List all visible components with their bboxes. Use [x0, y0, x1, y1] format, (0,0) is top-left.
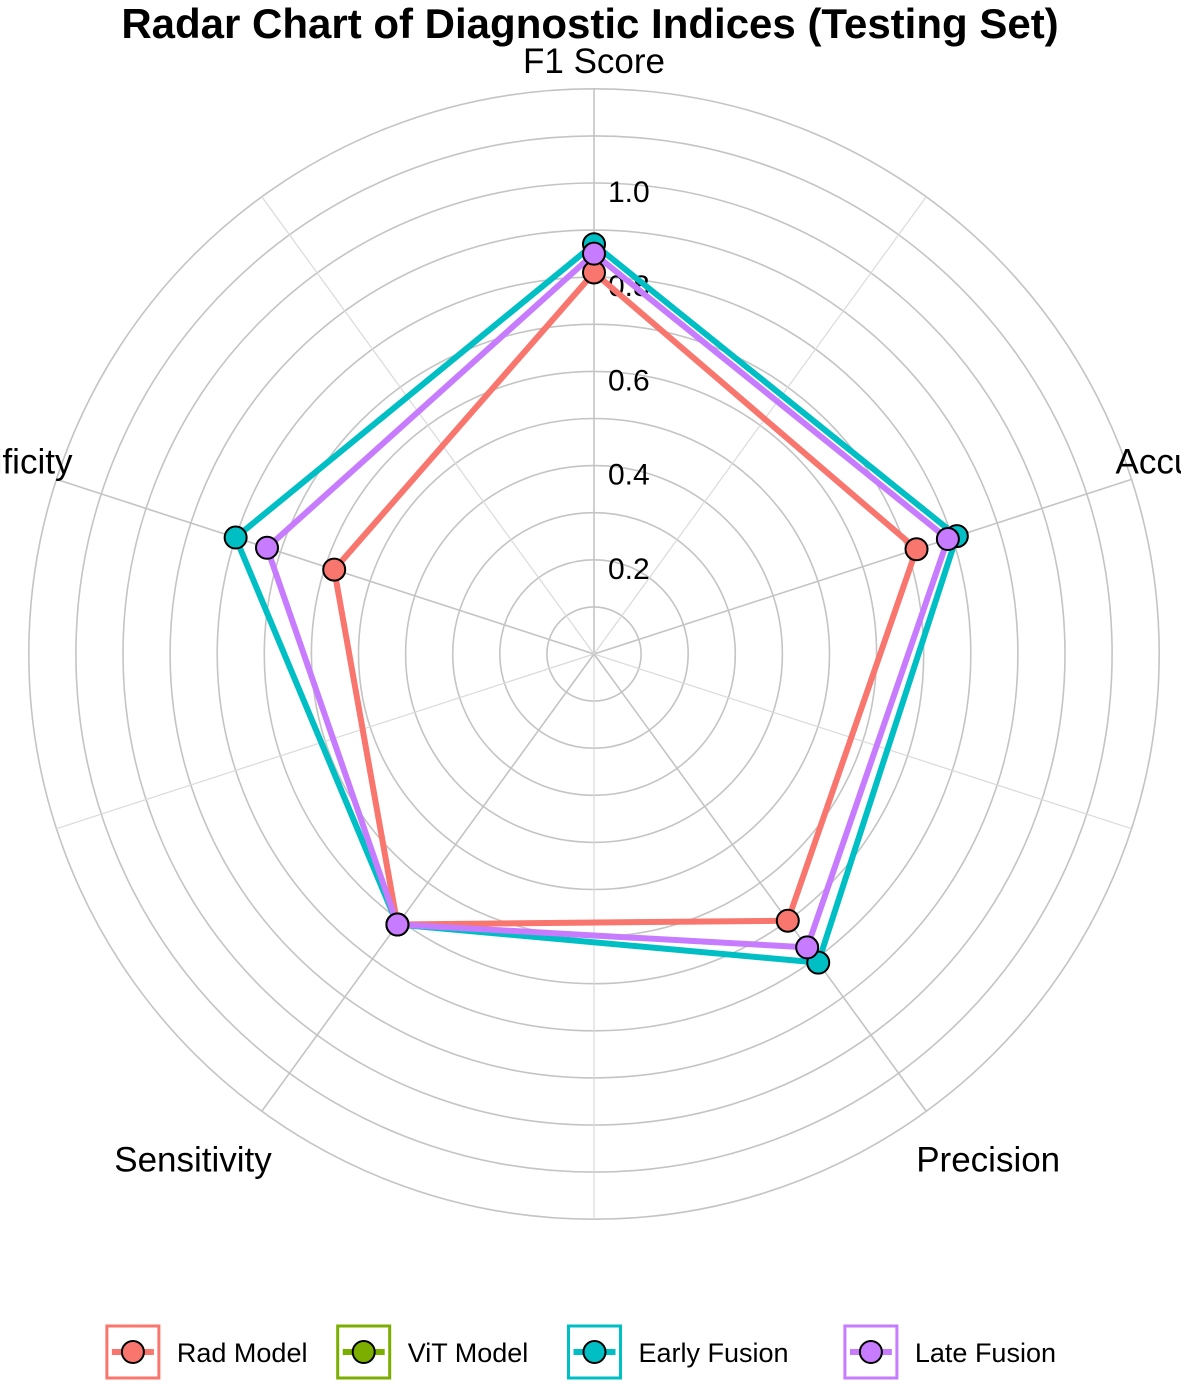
series-line: [331, 269, 920, 928]
series-line: [232, 241, 960, 966]
legend-key-point: [351, 1340, 376, 1364]
radial-tick-labels: 0.20.40.60.81.0: [608, 176, 650, 586]
minor-spoke: [593, 196, 927, 655]
legend-label: ViT Model: [408, 1338, 529, 1368]
minor-spoke: [56, 653, 595, 830]
legend-key-point: [582, 1340, 607, 1364]
data-point: [795, 935, 820, 960]
data-point: [904, 537, 929, 562]
series-rad-model: [331, 269, 920, 928]
legend-label: Rad Model: [177, 1338, 308, 1368]
legend-item-late-fusion: Late Fusion: [843, 1324, 1056, 1380]
legend-key-point: [120, 1340, 145, 1364]
axis-spoke: [593, 478, 1132, 655]
data-point: [385, 912, 410, 937]
data-series: [223, 232, 969, 975]
series-points-early-fusion: [223, 232, 969, 975]
axis-label-sensitivity: Sensitivity: [114, 1140, 272, 1179]
axis-label-specificity: Specificity: [0, 442, 73, 481]
data-point: [582, 241, 606, 266]
data-point: [775, 908, 800, 933]
series-late-fusion: [264, 250, 951, 951]
r-tick-label: 0.4: [608, 459, 650, 492]
legend-item-early-fusion: Early Fusion: [567, 1324, 789, 1380]
minor-spoke: [593, 653, 1132, 830]
legend-key-point: [858, 1340, 883, 1364]
series-early-fusion: [232, 241, 960, 966]
legend: Rad Model ViT Model Early Fusion Late Fusio…: [105, 1324, 1056, 1380]
data-point: [254, 535, 279, 560]
legend-label: Early Fusion: [639, 1338, 789, 1368]
r-tick-label: 1.0: [608, 176, 650, 209]
legend-item-rad-model: Rad Model: [105, 1324, 308, 1380]
axis-label-accuracy: Accuracy: [1116, 442, 1181, 481]
r-tick-label: 0.6: [608, 364, 650, 397]
minor-spoke: [261, 196, 595, 655]
series-points-late-fusion: [254, 241, 960, 960]
legend-item-vit-model: ViT Model: [336, 1324, 529, 1380]
axis-spoke: [261, 653, 595, 1112]
legend-label: Late Fusion: [915, 1338, 1056, 1368]
chart-title: Radar Chart of Diagnostic Indices (Testi…: [121, 0, 1058, 47]
data-point: [935, 527, 960, 552]
axis-label-f1-score: F1 Score: [523, 42, 665, 81]
axis-label-precision: Precision: [916, 1140, 1060, 1179]
r-tick-label: 0.2: [608, 553, 650, 586]
series-line: [264, 250, 951, 951]
data-point: [322, 557, 347, 582]
axis-spoke: [593, 653, 927, 1112]
axis-labels: F1 Score Accuracy Precision Sensitivity Spec…: [0, 42, 1181, 1179]
data-point: [223, 525, 248, 550]
